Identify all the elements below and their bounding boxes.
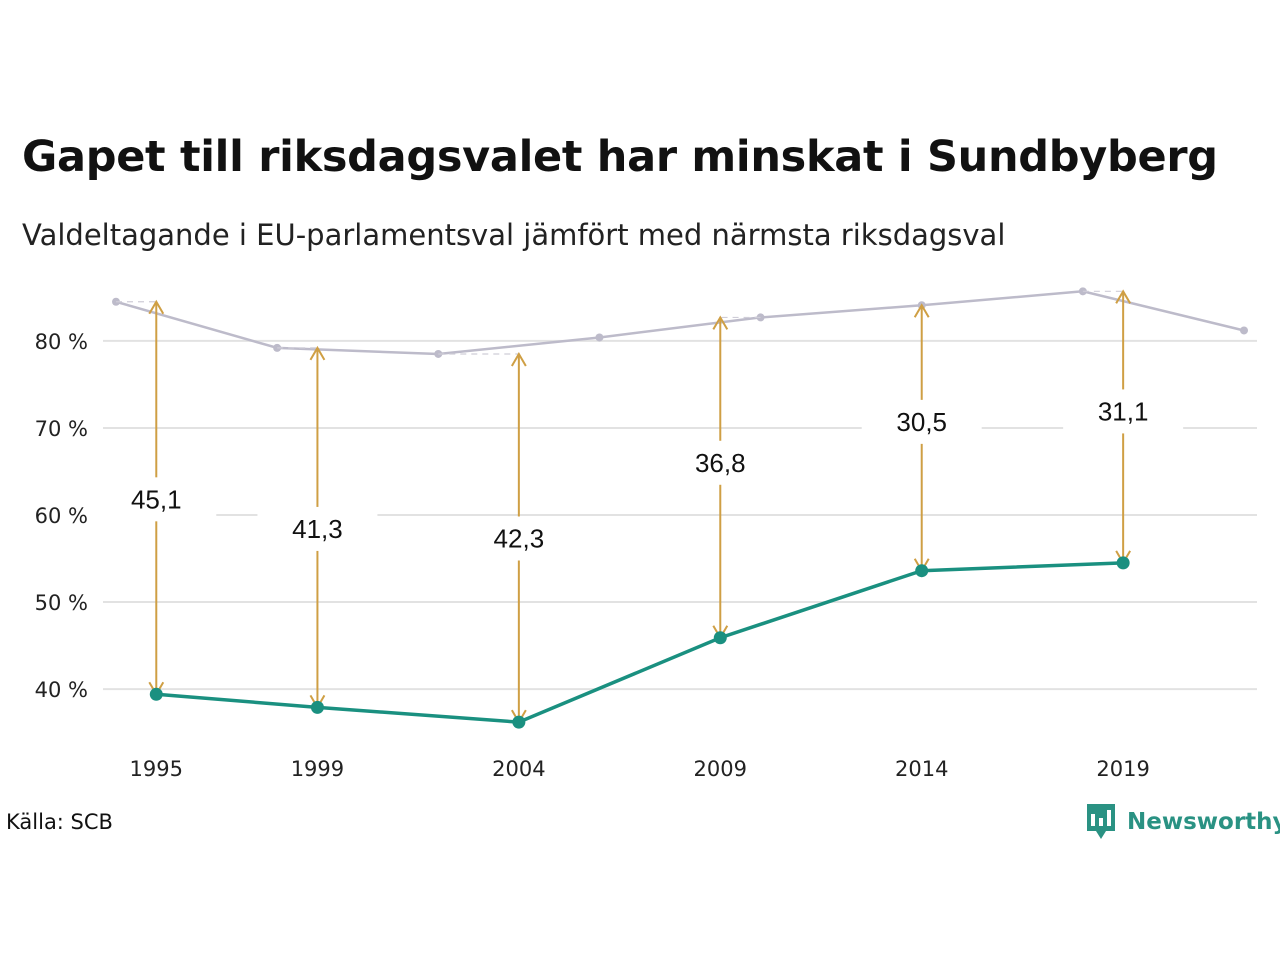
gap-label-background: [458, 516, 579, 561]
y-tick-label: 50 %: [35, 591, 88, 615]
gap-label-background: [96, 477, 217, 522]
gap-arrow-head-top: [712, 315, 729, 330]
eu-point: [310, 700, 324, 714]
x-tick-label: 1995: [130, 757, 183, 781]
bar-chart-icon: [1087, 804, 1115, 839]
brand-name: Newsworthy: [1127, 809, 1280, 835]
gap-label-background: [861, 399, 982, 444]
x-tick-label: 2019: [1096, 757, 1149, 781]
y-tick-label: 60 %: [35, 504, 88, 528]
gap-label: 42,3: [494, 524, 545, 554]
gap-arrows: [148, 289, 1132, 725]
x-tick-label: 1999: [291, 757, 344, 781]
gap-label: 30,5: [896, 407, 947, 437]
gap-label-background: [1063, 389, 1184, 434]
riksdag-point: [595, 333, 604, 342]
gap-label: 31,1: [1098, 396, 1149, 426]
x-tick-label: 2014: [895, 757, 948, 781]
eu-point: [915, 564, 929, 578]
newsworthy-logo[interactable]: Newsworthy: [1087, 803, 1280, 841]
gap-label-background: [257, 506, 378, 551]
x-axis: 1995 1999 2004 2009 2014 2019: [130, 757, 1150, 781]
x-tick-label: 2004: [492, 757, 545, 781]
eu-series: [149, 556, 1130, 729]
eu-point: [149, 687, 163, 701]
gap-arrow-head-top: [1115, 289, 1132, 304]
x-tick-label: 2009: [694, 757, 747, 781]
riksdag-line: [115, 290, 1245, 356]
gap-arrow-head-top: [309, 345, 326, 361]
source-note: Källa: SCB: [6, 810, 113, 834]
y-tick-label: 40 %: [35, 678, 88, 702]
gap-label: 36,8: [695, 448, 746, 478]
gap-arrow-head-top: [913, 303, 930, 318]
eu-line: [156, 561, 1124, 724]
gap-label: 45,1: [131, 484, 182, 514]
gap-label: 41,3: [292, 514, 343, 544]
eu-point: [1116, 556, 1130, 570]
y-axis: 40 % 50 % 60 % 70 % 80 %: [35, 330, 88, 702]
gap-labels: 45,1 41,3 42,3 36,8 30,5 31,1: [96, 389, 1184, 561]
y-tick-label: 80 %: [35, 330, 88, 354]
chart-subtitle: Valdeltagande i EU-parlamentsval jämfört…: [22, 218, 1006, 252]
gap-arrow-head-top: [510, 351, 527, 367]
gap-label-background: [660, 440, 781, 485]
y-tick-label: 70 %: [35, 417, 88, 441]
riksdag-series: [112, 287, 1248, 358]
riksdag-point: [1240, 326, 1248, 335]
gap-arrow-head-top: [148, 299, 165, 315]
chart-title: Gapet till riksdagsvalet har minskat i S…: [22, 132, 1218, 182]
eu-point: [512, 715, 526, 729]
eu-point: [713, 631, 727, 645]
